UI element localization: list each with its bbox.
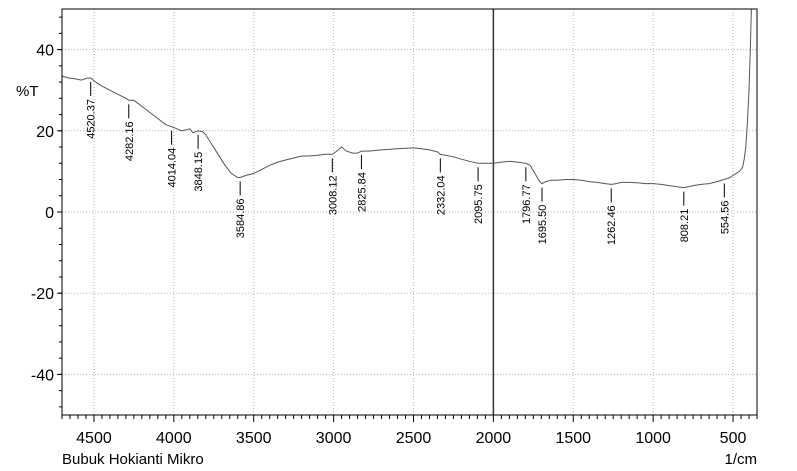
y-tick-label: -40 xyxy=(31,367,54,384)
y-tick-label: 40 xyxy=(36,43,54,60)
peak-label: 4014.04 xyxy=(167,148,179,188)
x-tick-label: 2000 xyxy=(476,430,512,447)
x-tick-labels: 4500 4000 3500 3000 2500 2000 1500 1000 500 xyxy=(76,430,746,447)
minor-ticks xyxy=(59,16,758,422)
y-tick-label: 0 xyxy=(45,205,54,222)
x-tick-label: 3000 xyxy=(316,430,352,447)
peak-label: 808.21 xyxy=(679,209,691,243)
peak-marker: 1695.50 xyxy=(537,187,549,245)
sample-caption: Bubuk Hokianti Mikro xyxy=(62,451,204,468)
peak-label: 2825.84 xyxy=(356,172,368,212)
y-tick-label: -20 xyxy=(31,286,54,303)
peak-label: 2332.04 xyxy=(435,175,447,215)
peak-marker: 4282.16 xyxy=(124,104,136,161)
peak-marker: 2332.04 xyxy=(435,158,447,215)
peak-label: 4282.16 xyxy=(124,121,136,161)
spectrum-trace xyxy=(61,8,752,189)
grid-layer xyxy=(62,9,757,415)
peak-marker: 3008.12 xyxy=(327,158,339,215)
peak-marker: 1796.77 xyxy=(521,167,533,224)
peak-label: 3584.86 xyxy=(235,198,247,238)
x-tick-label: 4500 xyxy=(76,430,112,447)
peak-label: 554.56 xyxy=(719,201,731,235)
peaks-layer: 4520.37 4282.16 4014.04 3848.15 3584.86 3008.… xyxy=(86,82,731,245)
peak-label: 1262.46 xyxy=(606,205,618,245)
peak-label: 2095.75 xyxy=(473,184,485,224)
x-tick-label: 4000 xyxy=(156,430,192,447)
x-tick-label: 3500 xyxy=(236,430,272,447)
y-tick-labels: 40 20 0 -20 -40 xyxy=(31,43,62,384)
x-tick-label: 500 xyxy=(720,430,747,447)
peak-label: 4520.37 xyxy=(86,99,98,139)
peak-marker: 3584.86 xyxy=(235,181,247,238)
peak-marker: 2825.84 xyxy=(356,155,368,212)
peak-marker: 1262.46 xyxy=(606,188,618,245)
y-tick-label: 20 xyxy=(36,124,54,141)
x-tick-label: 2500 xyxy=(396,430,432,447)
peak-label: 3008.12 xyxy=(327,175,339,215)
peak-marker: 2095.75 xyxy=(473,167,485,224)
y-axis-label: %T xyxy=(16,83,39,100)
peak-marker: 554.56 xyxy=(719,183,731,235)
peak-label: 1695.50 xyxy=(537,205,549,245)
peak-label: 1796.77 xyxy=(521,184,533,224)
peak-marker: 808.21 xyxy=(679,191,691,243)
peak-marker: 4520.37 xyxy=(86,82,98,139)
peak-marker: 3848.15 xyxy=(193,134,205,192)
peak-marker: 4014.04 xyxy=(167,130,179,188)
x-axis-label: 1/cm xyxy=(724,451,757,468)
x-tick-label: 1500 xyxy=(555,430,591,447)
peak-label: 3848.15 xyxy=(193,152,205,192)
x-tick-label: 1000 xyxy=(635,430,671,447)
